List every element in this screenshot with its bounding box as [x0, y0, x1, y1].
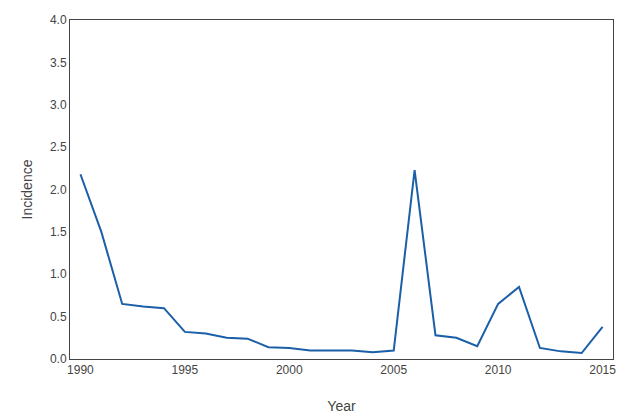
svg-text:Year: Year: [327, 398, 356, 414]
svg-text:0.5: 0.5: [50, 310, 67, 324]
svg-text:0.0: 0.0: [50, 352, 67, 366]
svg-text:2.0: 2.0: [50, 183, 67, 197]
svg-text:2.5: 2.5: [50, 140, 67, 154]
svg-text:2010: 2010: [485, 363, 512, 377]
svg-text:2005: 2005: [380, 363, 407, 377]
svg-text:2000: 2000: [276, 363, 303, 377]
svg-text:1.0: 1.0: [50, 267, 67, 281]
svg-text:1.5: 1.5: [50, 225, 67, 239]
svg-text:3.5: 3.5: [50, 56, 67, 70]
svg-text:2015: 2015: [589, 363, 616, 377]
svg-text:1995: 1995: [172, 363, 199, 377]
svg-text:Incidence: Incidence: [19, 159, 35, 219]
svg-text:3.0: 3.0: [50, 98, 67, 112]
svg-text:4.0: 4.0: [50, 13, 67, 27]
svg-text:1990: 1990: [67, 363, 94, 377]
